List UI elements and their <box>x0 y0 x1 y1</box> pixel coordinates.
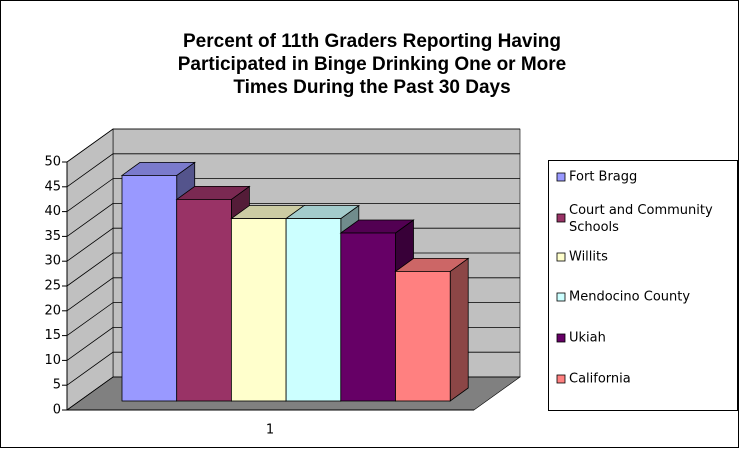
legend-swatch <box>556 213 566 223</box>
bar <box>339 219 415 402</box>
legend-label: Ukiah <box>569 331 606 346</box>
bar-side <box>449 257 469 402</box>
legend-label: Willits <box>569 250 608 265</box>
y-tick-label: 45 <box>44 179 61 194</box>
legend-swatch <box>556 292 566 302</box>
legend-swatch <box>556 333 566 343</box>
bar-front <box>340 232 396 402</box>
legend-swatch <box>556 172 566 182</box>
y-tick-label: 35 <box>44 229 61 244</box>
grid-line <box>66 153 520 188</box>
legend-label: Fort Bragg <box>569 170 637 185</box>
y-tick-label: 10 <box>44 353 61 368</box>
y-tick-label: 15 <box>44 328 61 343</box>
y-tick-label: 25 <box>44 279 61 294</box>
grid-line <box>66 202 520 237</box>
chart-title: Participated in Binge Drinking One or Mo… <box>178 54 567 75</box>
bar-front <box>285 218 342 402</box>
y-tick-label: 50 <box>44 155 61 170</box>
chart-title: Times During the Past 30 Days <box>233 77 510 98</box>
legend-label: Mendocino County <box>569 290 690 305</box>
bar-front <box>395 270 451 402</box>
grid-line <box>66 178 520 212</box>
bar-front <box>121 174 178 402</box>
y-tick-label: 20 <box>44 303 61 318</box>
chart-title: Percent of 11th Graders Reporting Having <box>183 31 561 52</box>
y-tick-label: 40 <box>44 204 61 219</box>
y-tick-label: 0 <box>53 403 61 418</box>
x-tick-label: 1 <box>266 423 274 438</box>
grid-line <box>66 128 520 163</box>
bar-front <box>230 218 287 402</box>
legend-label: California <box>569 372 631 387</box>
bar <box>394 257 470 402</box>
legend-box <box>548 160 738 411</box>
y-tick-label: 5 <box>53 378 61 393</box>
legend-label: Court and Community Schools <box>569 203 713 235</box>
legend-swatch <box>556 252 566 262</box>
bar-front <box>176 198 232 402</box>
y-tick-label: 30 <box>44 254 61 269</box>
legend-swatch <box>556 374 566 384</box>
